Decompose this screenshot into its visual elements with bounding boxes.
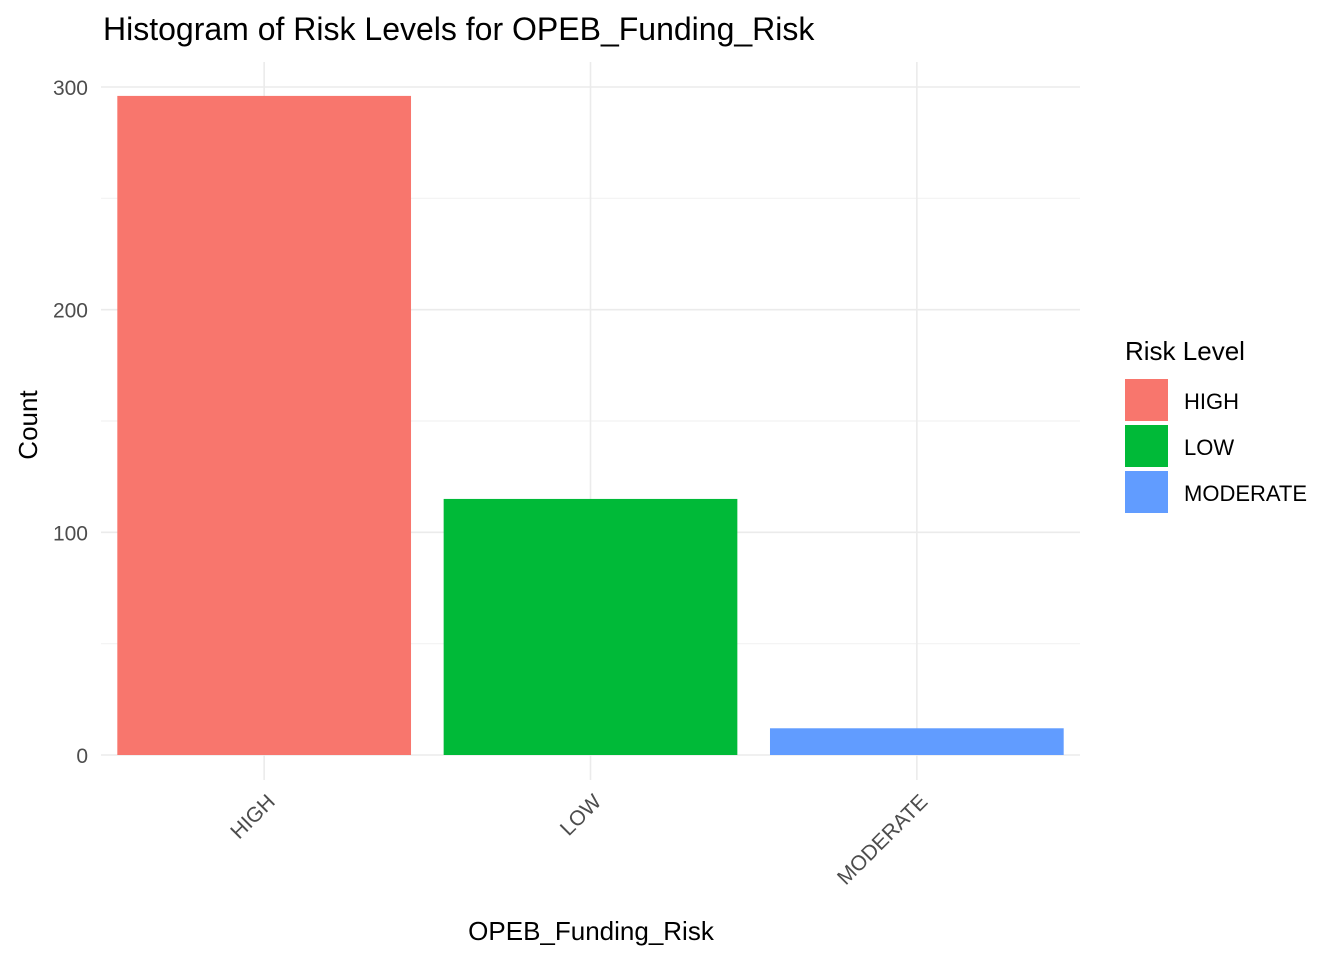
x-axis-ticks: HIGH LOW MODERATE bbox=[226, 790, 932, 889]
legend-key-low bbox=[1125, 425, 1168, 467]
bar-moderate bbox=[769, 728, 1064, 755]
legend-entries: HIGH LOW MODERATE bbox=[1125, 379, 1307, 513]
legend-key-moderate bbox=[1125, 471, 1168, 513]
legend-label-high: HIGH bbox=[1184, 389, 1239, 414]
y-tick-label: 100 bbox=[53, 522, 88, 545]
legend-title: Risk Level bbox=[1125, 336, 1245, 366]
legend-label-moderate: MODERATE bbox=[1184, 481, 1307, 506]
legend-label-low: LOW bbox=[1184, 435, 1234, 460]
bars bbox=[117, 95, 1064, 755]
y-tick-label: 300 bbox=[53, 77, 88, 100]
y-axis-title: Count bbox=[13, 390, 43, 460]
x-tick-label-high: HIGH bbox=[226, 790, 279, 843]
bar-high bbox=[117, 95, 412, 755]
x-axis-title: OPEB_Funding_Risk bbox=[468, 916, 715, 946]
y-tick-label: 200 bbox=[53, 300, 88, 323]
bar-low bbox=[443, 498, 738, 755]
legend: Risk Level HIGH LOW MODERATE bbox=[1125, 336, 1307, 513]
x-tick-label-low: LOW bbox=[556, 790, 606, 840]
y-axis-ticks: 0 100 200 300 bbox=[53, 77, 88, 768]
y-tick-label: 0 bbox=[76, 745, 88, 768]
x-tick-label-moderate: MODERATE bbox=[833, 790, 932, 889]
legend-key-high bbox=[1125, 379, 1168, 421]
chart-title: Histogram of Risk Levels for OPEB_Fundin… bbox=[103, 11, 815, 47]
